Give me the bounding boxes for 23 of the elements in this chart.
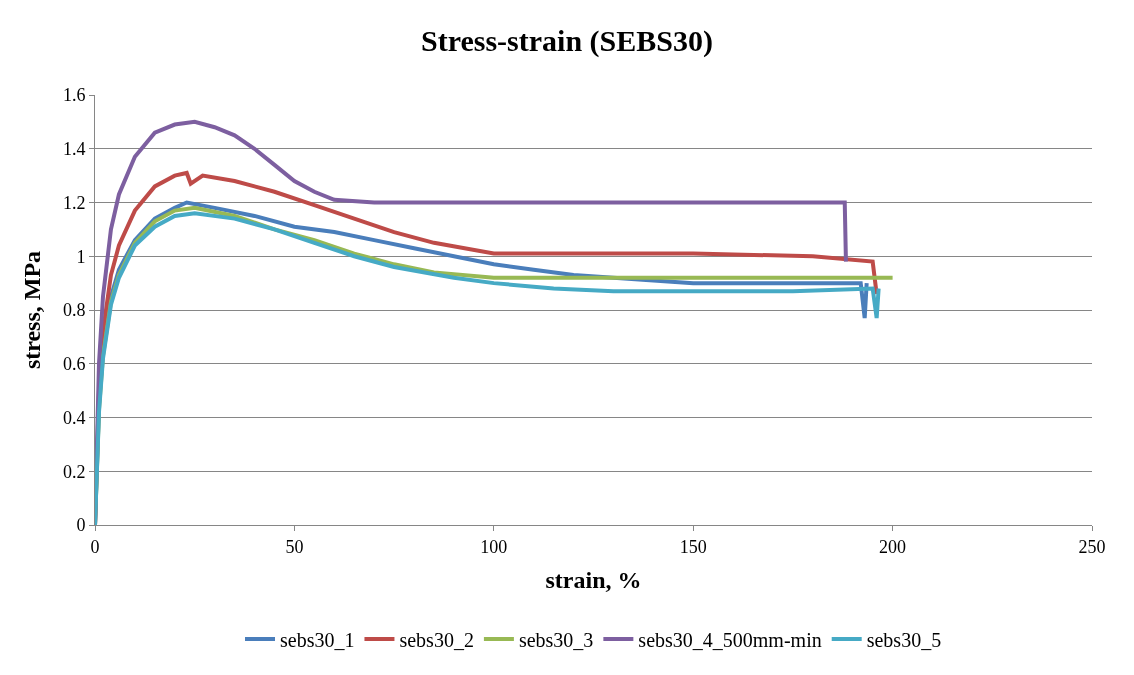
y-tick-label: 0.2 (62, 461, 86, 482)
y-tick-label: 1.4 (62, 139, 86, 160)
x-tick-label: 150 (679, 536, 707, 557)
chart-title: Stress-strain (SEBS30) (421, 24, 713, 59)
y-tick-label: 1.2 (62, 192, 86, 213)
x-tick-label: 200 (879, 536, 907, 557)
y-tick-label: 0 (76, 515, 86, 536)
legend-label: sebs30_3 (518, 628, 594, 651)
x-tick-label: 50 (285, 536, 304, 557)
legend-label: sebs30_4_500mm-min (638, 628, 822, 651)
y-tick-label: 0.8 (62, 300, 86, 321)
y-tick-label: 1.6 (62, 85, 86, 106)
x-tick-label: 250 (1078, 536, 1106, 557)
legend-label: sebs30_1 (280, 628, 355, 651)
y-tick-label: 0.6 (62, 354, 86, 375)
y-axis-title: stress, MPa (19, 250, 45, 370)
x-axis-title: strain, % (545, 566, 642, 593)
x-tick-label: 100 (480, 536, 508, 557)
x-tick-label: 0 (90, 536, 100, 557)
y-tick-label: 0.4 (62, 407, 86, 428)
legend-label: sebs30_2 (399, 628, 474, 651)
legend-label: sebs30_5 (866, 628, 942, 651)
y-tick-label: 1 (76, 246, 86, 267)
